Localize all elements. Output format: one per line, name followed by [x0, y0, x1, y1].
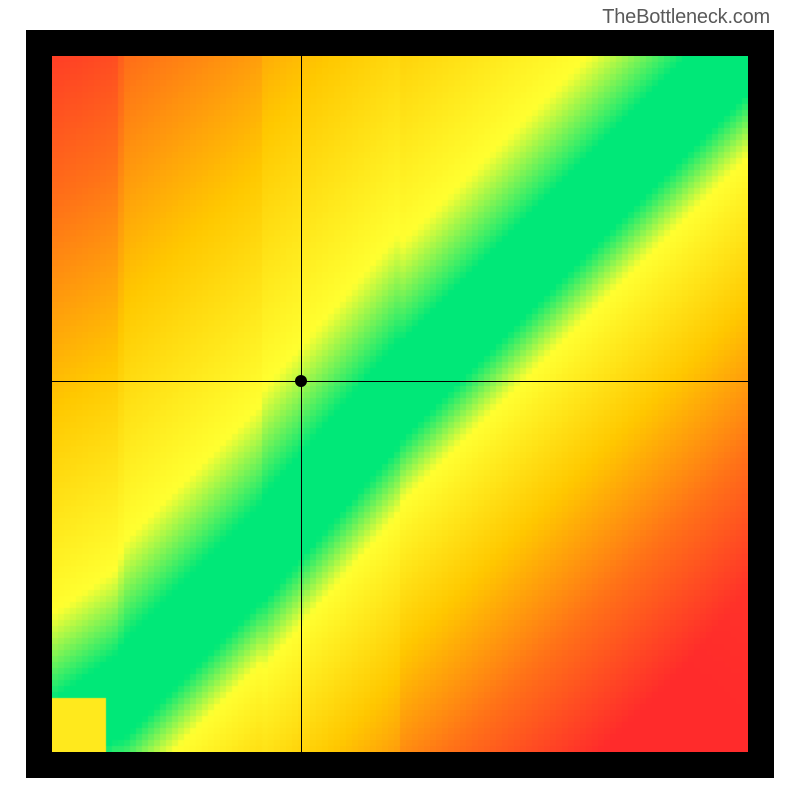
- selection-point: [295, 375, 307, 387]
- bottleneck-heatmap: [52, 56, 748, 752]
- crosshair-horizontal: [52, 381, 748, 382]
- attribution-text: TheBottleneck.com: [602, 6, 770, 29]
- figure-container: TheBottleneck.com: [0, 0, 800, 800]
- crosshair-vertical: [301, 56, 302, 752]
- heatmap-area: [52, 56, 748, 752]
- plot-frame: [26, 30, 774, 778]
